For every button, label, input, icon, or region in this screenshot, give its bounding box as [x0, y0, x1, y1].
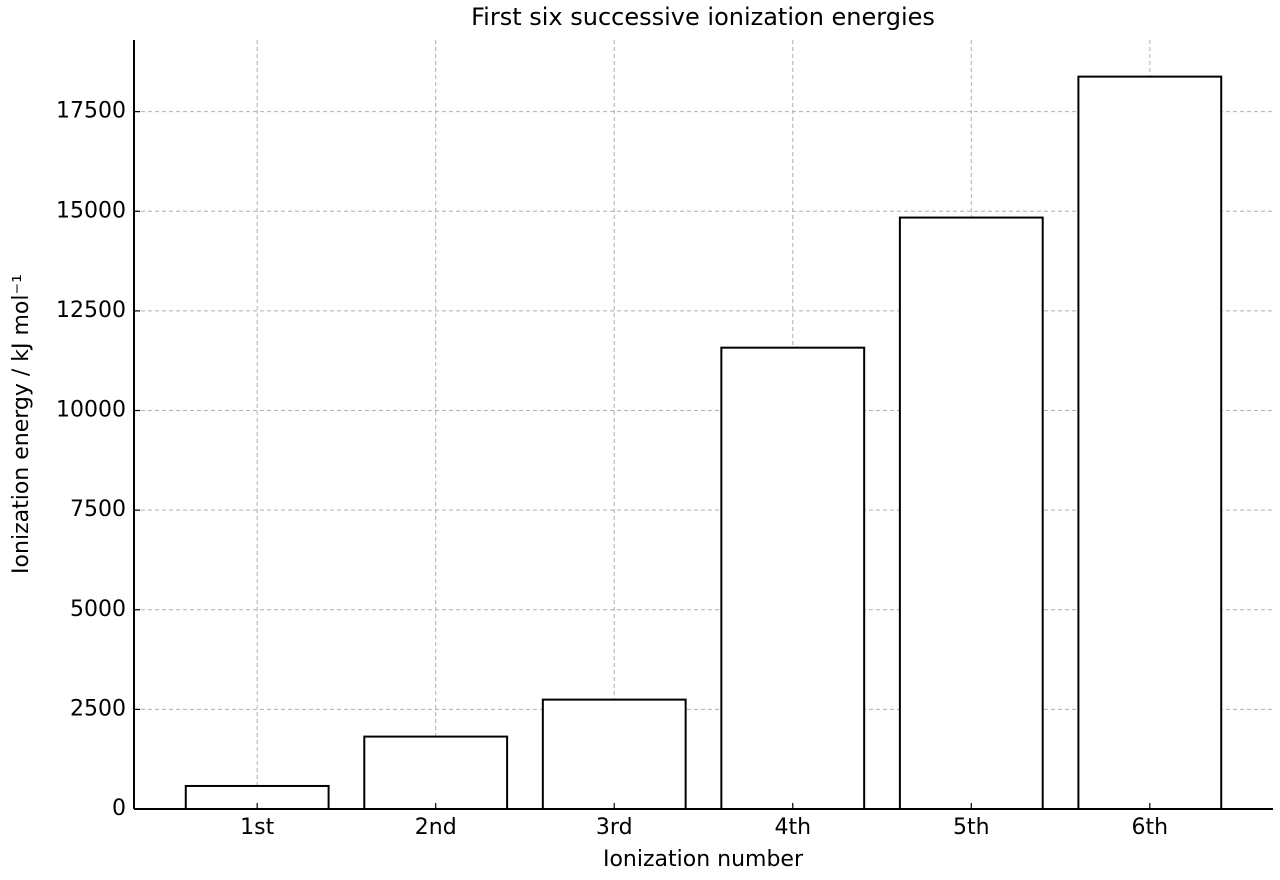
bar [898, 216, 1044, 811]
x-tick-label: 3rd [596, 815, 633, 840]
bar [363, 735, 509, 810]
x-tick-label: 2nd [415, 815, 457, 840]
y-axis-label: Ionization energy / kJ mol⁻¹ [9, 274, 34, 574]
x-axis-label: Ionization number [603, 847, 804, 872]
y-tick-label: 10000 [56, 398, 126, 423]
bar [1077, 75, 1223, 810]
y-tick-label: 0 [112, 796, 126, 821]
x-tick-label: 4th [774, 815, 811, 840]
bar [720, 346, 866, 810]
y-tick-label: 7500 [70, 497, 126, 522]
x-tick-label: 1st [240, 815, 274, 840]
y-tick-label: 15000 [56, 198, 126, 223]
y-tick-label: 5000 [70, 597, 126, 622]
y-tick-label: 12500 [56, 298, 126, 323]
x-tick-label: 5th [953, 815, 990, 840]
bar [541, 698, 687, 811]
y-tick-label: 17500 [56, 99, 126, 124]
y-tick-label: 2500 [70, 696, 126, 721]
x-tick-label: 6th [1132, 815, 1169, 840]
chart-title: First six successive ionization energies [471, 3, 935, 31]
